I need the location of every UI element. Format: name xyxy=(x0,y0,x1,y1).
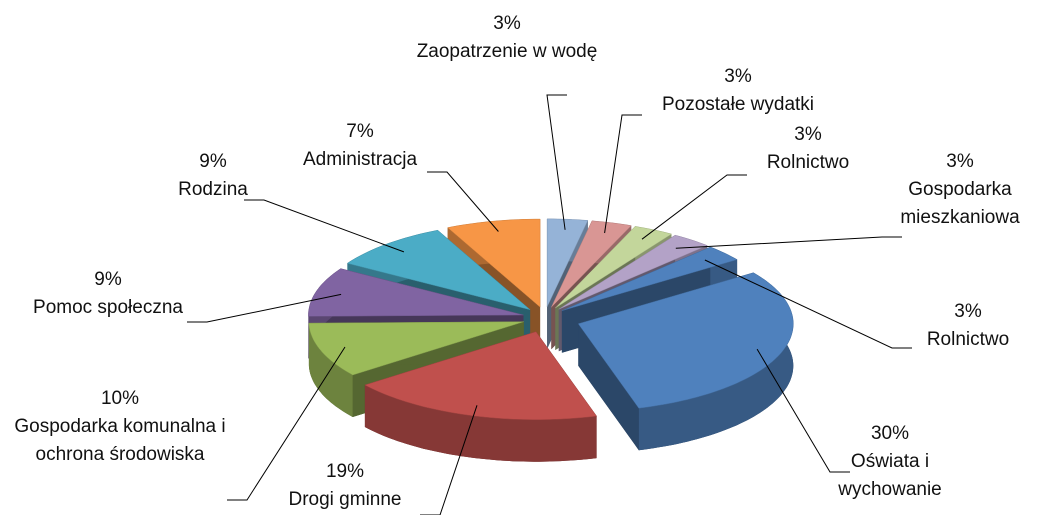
slice-top xyxy=(308,321,524,376)
value-label: 3% xyxy=(954,301,982,322)
value-label: 3% xyxy=(946,151,974,172)
data-label: 3% Rolnictwo xyxy=(908,298,1028,354)
value-label: 10% xyxy=(100,388,140,409)
value-label: 9% xyxy=(94,269,122,290)
leader-line xyxy=(675,236,902,249)
leader-line xyxy=(546,94,567,230)
value-label: 7% xyxy=(346,121,374,142)
value-label: 30% xyxy=(870,423,910,444)
slice-top xyxy=(546,218,589,308)
data-label: 3% Zaopatrzenie w wodę xyxy=(412,10,602,66)
category-label: Oświata i wychowanie xyxy=(838,451,942,500)
leader-line xyxy=(604,114,642,234)
leader-line xyxy=(641,174,747,240)
slice-top xyxy=(364,331,598,420)
category-label: Pozostałe wydatki xyxy=(661,94,815,115)
data-label: 9% Pomoc społeczna xyxy=(0,266,223,322)
leader-line xyxy=(704,259,912,349)
category-label: Rolnictwo xyxy=(766,152,850,173)
category-label: Rodzina xyxy=(178,179,248,200)
leader-line xyxy=(420,405,478,515)
slice-top xyxy=(346,229,531,310)
value-label: 3% xyxy=(493,13,521,34)
category-label: Administracja xyxy=(302,149,418,170)
leader-line xyxy=(244,199,405,253)
category-label: Pomoc społeczna xyxy=(33,297,183,318)
slice-top xyxy=(308,268,524,317)
category-label: Gospodarka komunalna i ochrona środowisk… xyxy=(14,416,226,465)
leader-line xyxy=(756,348,850,473)
leader-line xyxy=(227,346,346,501)
data-label: 7% Administracja xyxy=(275,118,445,174)
category-label: Drogi gminne xyxy=(288,489,402,510)
value-label: 3% xyxy=(724,66,752,87)
value-label: 19% xyxy=(325,461,365,482)
value-label: 9% xyxy=(199,151,227,172)
value-label: 3% xyxy=(794,124,822,145)
slice-top xyxy=(447,218,541,308)
data-label: 9% Rodzina xyxy=(153,148,273,204)
slice-top xyxy=(551,220,632,308)
slice-top xyxy=(561,246,738,311)
leader-line xyxy=(187,293,342,323)
category-label: Gospodarka mieszkaniowa xyxy=(900,179,1020,228)
data-label: 19% Drogi gminne xyxy=(245,458,445,514)
data-label: 3% Pozostałe wydatki xyxy=(618,63,858,119)
pie-slice xyxy=(577,272,794,451)
data-label: 30% Oświata i wychowanie xyxy=(815,420,965,504)
data-label: 10% Gospodarka komunalna i ochrona środow… xyxy=(0,385,240,469)
slice-side xyxy=(578,323,639,451)
data-label: 3% Gospodarka mieszkaniowa xyxy=(875,148,1039,232)
leader-line xyxy=(427,171,499,232)
pie-slice xyxy=(364,331,598,462)
slice-wall xyxy=(364,385,597,462)
slice-wall xyxy=(638,272,794,451)
slice-top xyxy=(558,234,708,310)
category-label: Rolnictwo xyxy=(926,329,1010,350)
category-label: Zaopatrzenie w wodę xyxy=(416,41,598,62)
data-label: 3% Rolnictwo xyxy=(743,121,873,177)
